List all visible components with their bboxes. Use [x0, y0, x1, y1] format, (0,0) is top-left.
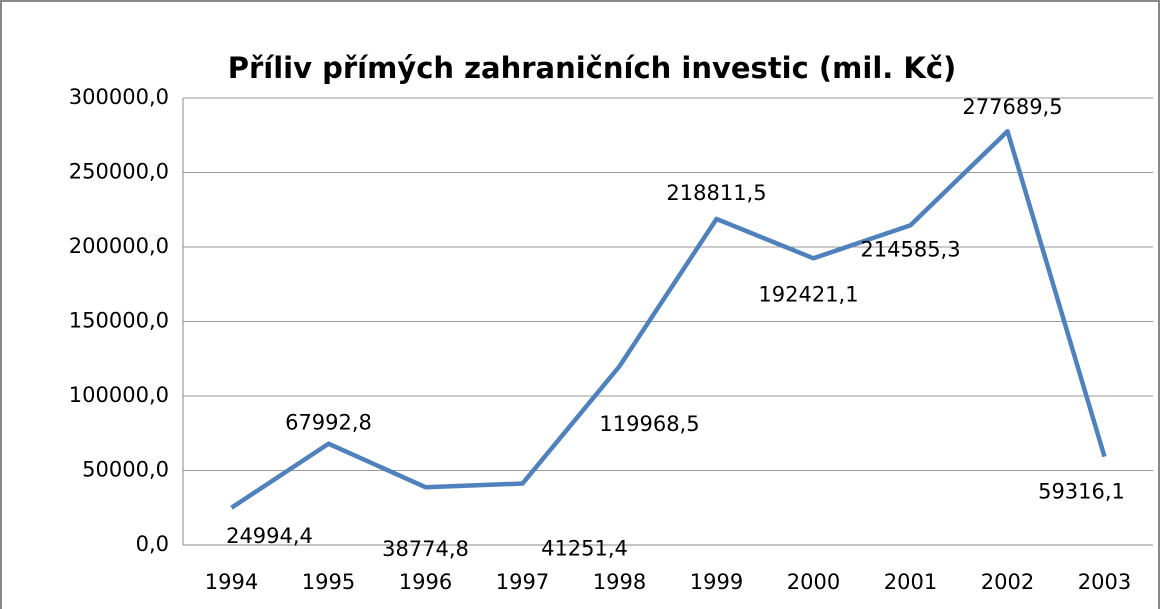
data-label: 192421,1 [758, 282, 858, 306]
data-line [230, 128, 1107, 510]
data-label: 218811,5 [666, 181, 766, 205]
x-tick-label: 1994 [205, 570, 258, 594]
x-tick-label: 2000 [787, 570, 840, 594]
data-label: 277689,5 [962, 95, 1062, 119]
y-tick-label: 100000,0 [69, 383, 169, 407]
data-label: 24994,4 [226, 524, 313, 548]
x-tick-label: 2002 [981, 570, 1034, 594]
x-tick-label: 1998 [593, 570, 646, 594]
y-tick-label: 300000,0 [69, 85, 169, 109]
data-label: 67992,8 [285, 411, 372, 435]
x-tick-label: 1995 [302, 570, 355, 594]
x-tick-label: 1997 [496, 570, 549, 594]
y-tick-label: 50000,0 [82, 458, 169, 482]
y-tick-label: 150000,0 [69, 309, 169, 333]
x-tick-label: 2001 [884, 570, 937, 594]
data-label: 214585,3 [860, 237, 960, 261]
x-tick-label: 2003 [1078, 570, 1131, 594]
data-label: 119968,5 [599, 412, 699, 436]
y-tick-label: 0,0 [136, 532, 169, 556]
y-tick-label: 200000,0 [69, 234, 169, 258]
x-tick-label: 1999 [690, 570, 743, 594]
data-label: 41251,4 [541, 537, 628, 561]
chart-title: Příliv přímých zahraničních investic (mi… [228, 51, 957, 85]
data-label: 59316,1 [1038, 480, 1125, 504]
x-tick-label: 1996 [399, 570, 452, 594]
data-label: 38774,8 [382, 537, 469, 561]
y-tick-label: 250000,0 [69, 160, 169, 184]
